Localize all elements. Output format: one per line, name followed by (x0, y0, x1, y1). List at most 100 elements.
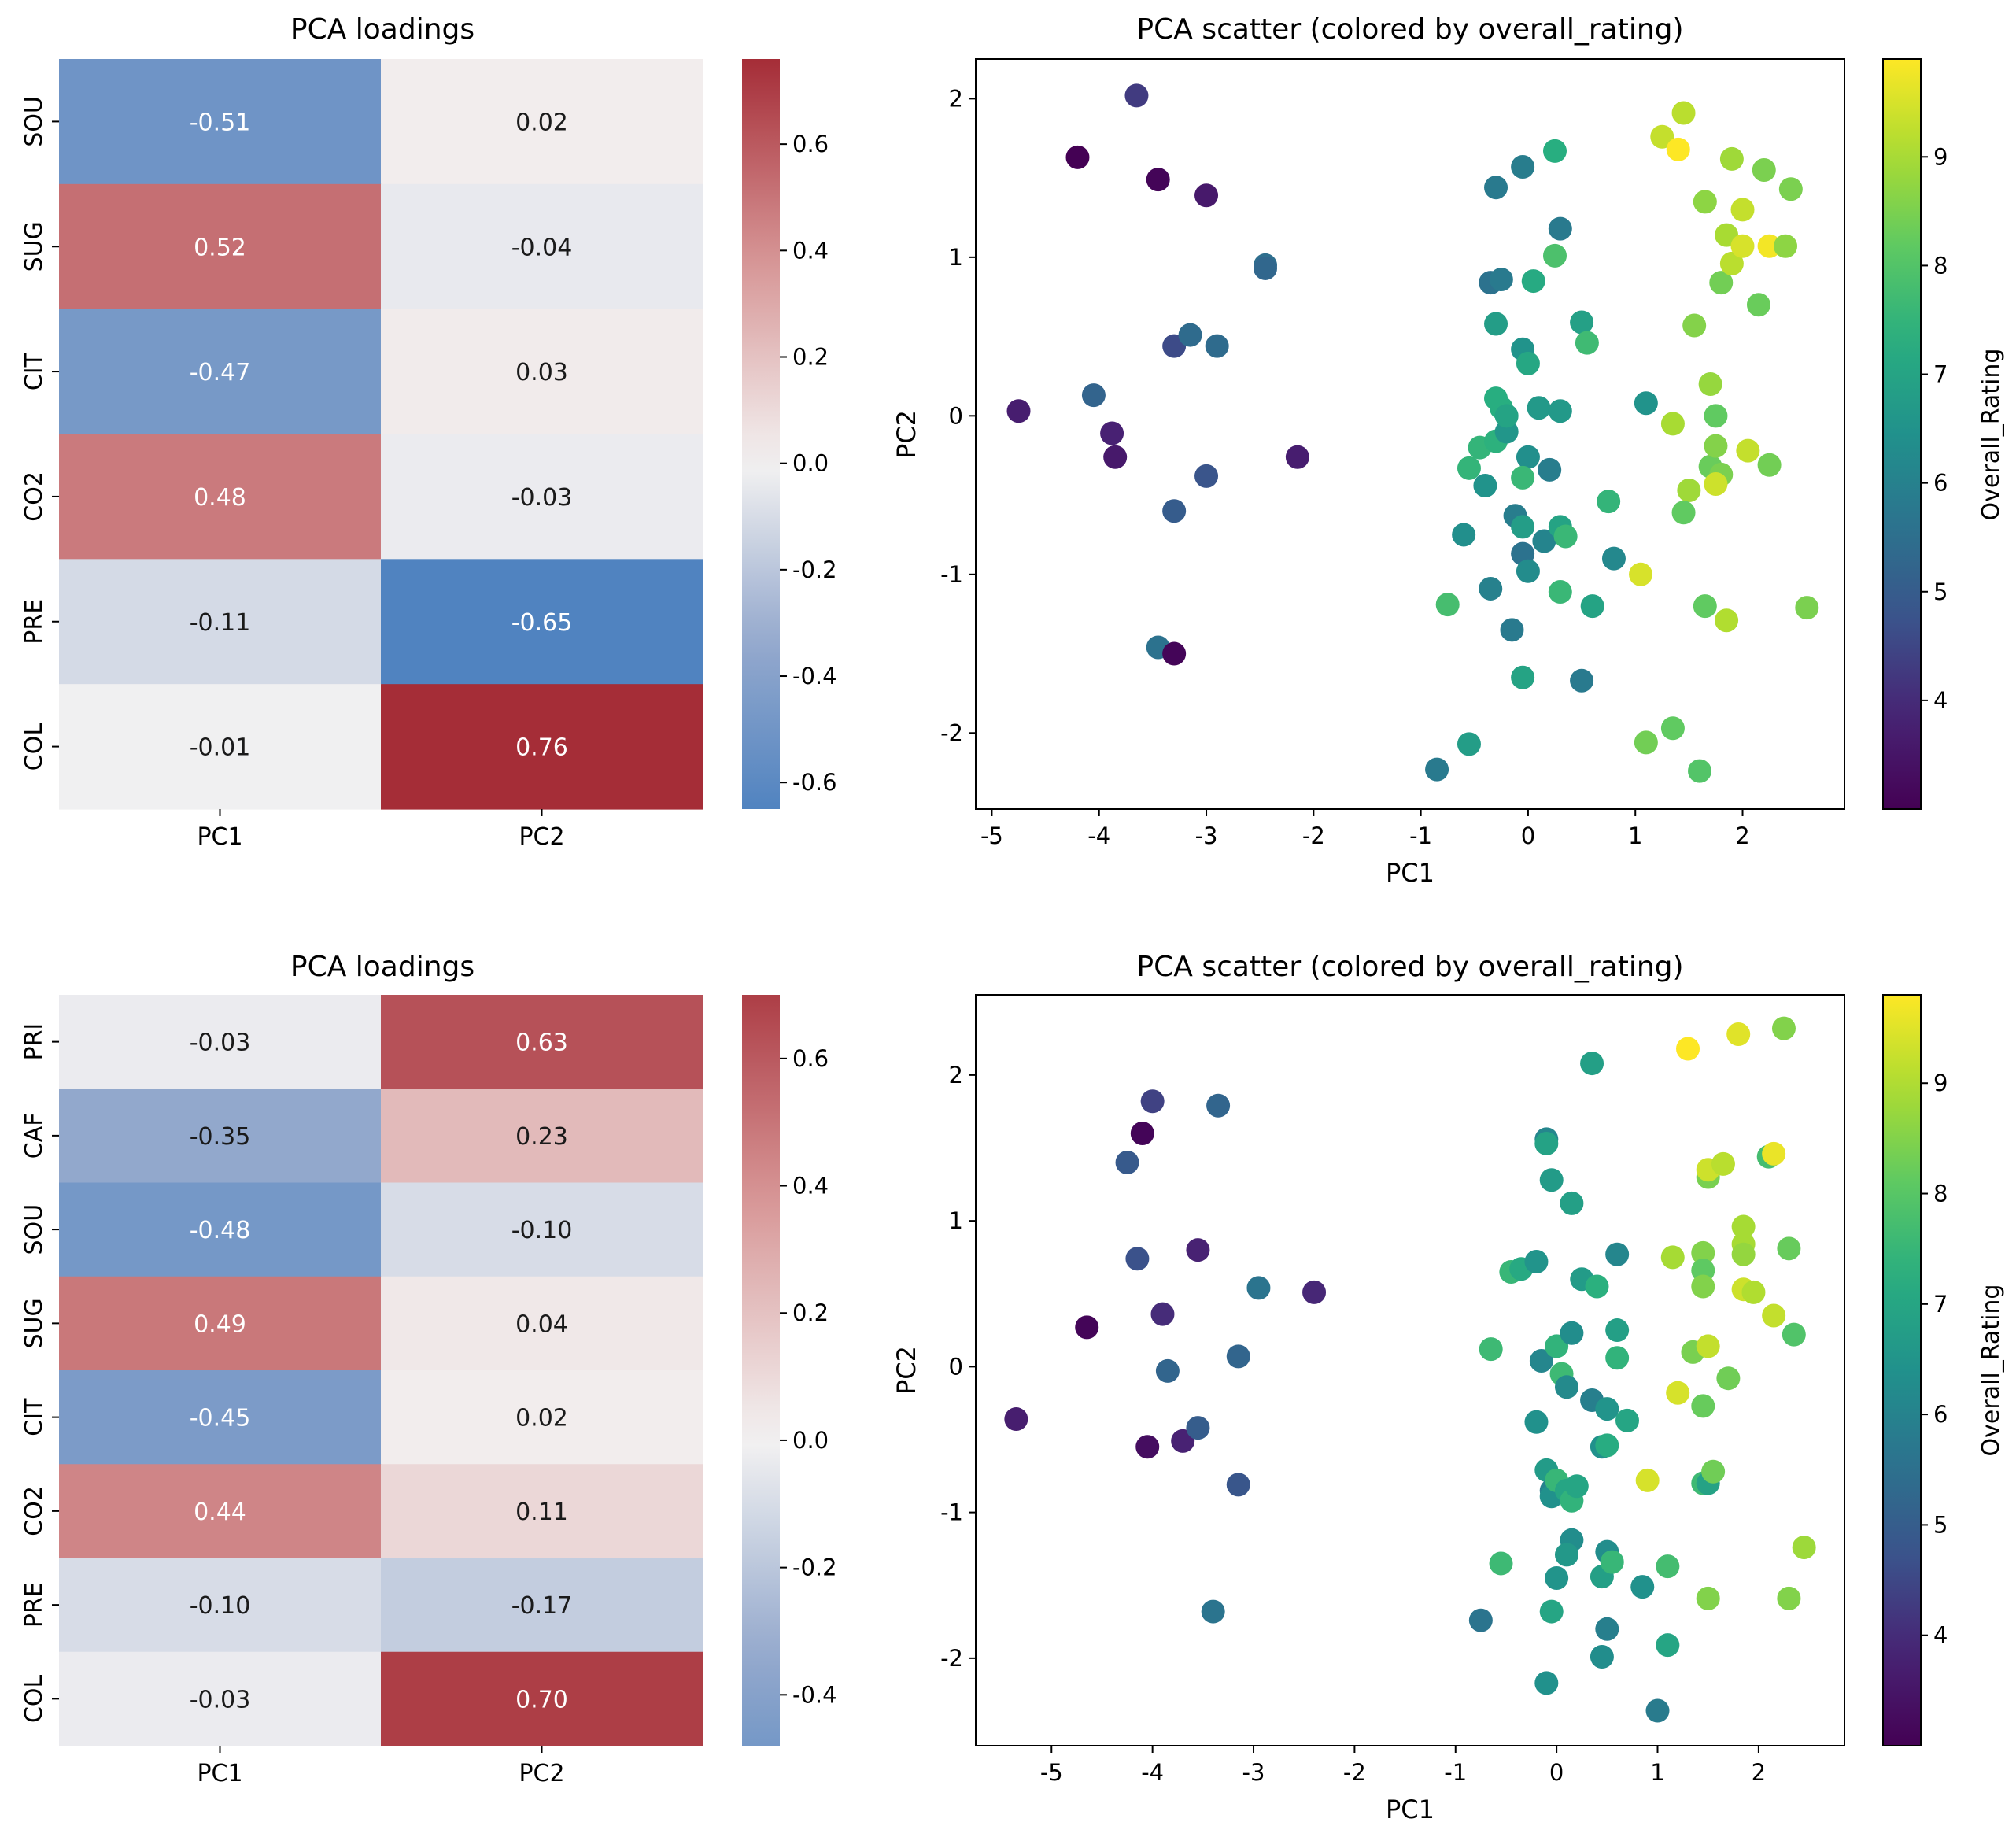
scatter-point (1548, 399, 1572, 423)
colorbar-label: Overall_Rating (1977, 1284, 2005, 1457)
scatter-point (1124, 83, 1149, 108)
scatter-point (1666, 1381, 1690, 1405)
scatter-point (1762, 1303, 1786, 1328)
row-label: SUG (20, 1298, 48, 1348)
scatter-point (1527, 396, 1551, 420)
scatter-point (1709, 271, 1734, 295)
scatter-point (1629, 562, 1653, 586)
heatmap-cell (59, 1276, 382, 1371)
colorbar-tick-label: -0.2 (792, 556, 837, 583)
col-label: PC2 (519, 1760, 564, 1787)
y-tick-label: 1 (949, 1207, 963, 1234)
scatter-point (1006, 399, 1031, 423)
scatter-point (1757, 453, 1782, 477)
scatter-point (1762, 1141, 1786, 1166)
x-tick-label: 1 (1628, 822, 1642, 849)
cell-value-label: -0.03 (190, 1686, 251, 1713)
heatmap-cell (59, 1651, 382, 1746)
scatter-point (1795, 596, 1819, 620)
scatter-point (1484, 176, 1508, 200)
cell-value-label: -0.04 (511, 234, 573, 261)
scatter-point (1452, 523, 1476, 547)
cell-value-label: 0.11 (515, 1499, 568, 1526)
cell-value-label: -0.35 (190, 1123, 251, 1151)
colorbar-tick-label: 0.4 (792, 1173, 829, 1199)
chart-title: PCA scatter (colored by overall_rating) (1136, 13, 1683, 46)
scatter-point (1516, 351, 1540, 375)
scatter-point (1595, 1397, 1619, 1421)
cell-value-label: 0.48 (194, 484, 246, 512)
row-label: COL (20, 723, 48, 771)
y-tick-label: -2 (940, 1645, 963, 1672)
x-tick-label: -2 (1302, 822, 1325, 849)
heatmap-col-labels: PC1 PC2 (197, 809, 565, 851)
scatter-point (1774, 234, 1798, 258)
row-label: PRE (20, 1582, 48, 1628)
scatter-point (1125, 1247, 1150, 1271)
chart-title: PCA loadings (290, 13, 474, 46)
scatter-point (1656, 1633, 1680, 1658)
colorbar-tick-label: 0.6 (792, 131, 829, 157)
y-tick-label: 0 (949, 402, 963, 429)
scatter-point (1704, 434, 1728, 458)
colorbar-tick-label: 0.2 (792, 343, 829, 370)
x-axis: -5 -4 -3 -2 -1 0 1 2 (980, 809, 1750, 849)
scatter-points (1006, 83, 1819, 783)
heatmap-cell (59, 1089, 382, 1184)
scatter-point (1777, 1236, 1801, 1261)
scatter-point (1115, 1151, 1139, 1175)
scatter-point (1691, 1240, 1715, 1265)
scatter-point (1468, 1608, 1493, 1632)
scatter-point (1570, 668, 1594, 693)
scatter-point (1601, 546, 1626, 571)
scatter-point (1511, 515, 1535, 539)
cell-value-label: 0.52 (194, 234, 246, 261)
scatter-point (1650, 124, 1674, 149)
colorbar-tick-label: -0.4 (792, 1681, 837, 1708)
colorbar-tick-label: 4 (1933, 1622, 1948, 1649)
scatter-point (1600, 1550, 1624, 1574)
scatter-point (1671, 101, 1696, 125)
heatmap-cell (381, 684, 703, 810)
scatter-point (1656, 1554, 1680, 1579)
heatmap-cell (381, 559, 703, 685)
cell-value-label: 0.76 (515, 734, 568, 762)
x-tick-label: -1 (1409, 822, 1432, 849)
colorbar-label: Overall_Rating (1977, 349, 2005, 521)
scatter-point (1731, 1214, 1756, 1239)
scatter-point (1534, 1131, 1559, 1155)
scatter-point (1548, 579, 1572, 604)
scatter-points (1004, 1016, 1816, 1723)
heatmap-cell (381, 995, 703, 1089)
y-tick-label: -2 (940, 719, 963, 746)
colorbar-tick-label: -0.6 (792, 769, 837, 796)
colorbar-tick-label: 5 (1933, 578, 1948, 605)
cell-value-label: -0.47 (190, 359, 251, 386)
scatter-point (1140, 1089, 1165, 1114)
scatter-point (1075, 1315, 1099, 1340)
colorbar: 4 5 6 7 8 9 (1882, 994, 1948, 1746)
colorbar-bar (742, 59, 780, 809)
colorbar-tick-label: -0.2 (792, 1554, 837, 1581)
scatter-point (1457, 732, 1481, 756)
row-label: SOU (20, 96, 48, 147)
scatter-point (1511, 665, 1535, 689)
scatter-point (1580, 1052, 1604, 1076)
heatmap-cell (59, 1182, 382, 1277)
heatmap-cell (381, 59, 703, 185)
scatter-point (1691, 1274, 1715, 1299)
x-tick-label: 0 (1549, 1759, 1564, 1786)
row-label: CIT (20, 1398, 48, 1436)
scatter-point (1696, 1334, 1720, 1358)
scatter-point (1693, 190, 1717, 214)
scatter-point (1660, 1245, 1685, 1270)
scatter-point (1524, 1410, 1549, 1434)
y-tick-label: 2 (949, 85, 963, 112)
row-label: CIT (20, 352, 48, 390)
scatter-point (1194, 464, 1219, 488)
cell-value-label: -0.03 (190, 1029, 251, 1057)
heatmap-cell (59, 995, 382, 1089)
cell-value-label: -0.51 (190, 109, 251, 136)
scatter-point (1246, 1276, 1271, 1300)
